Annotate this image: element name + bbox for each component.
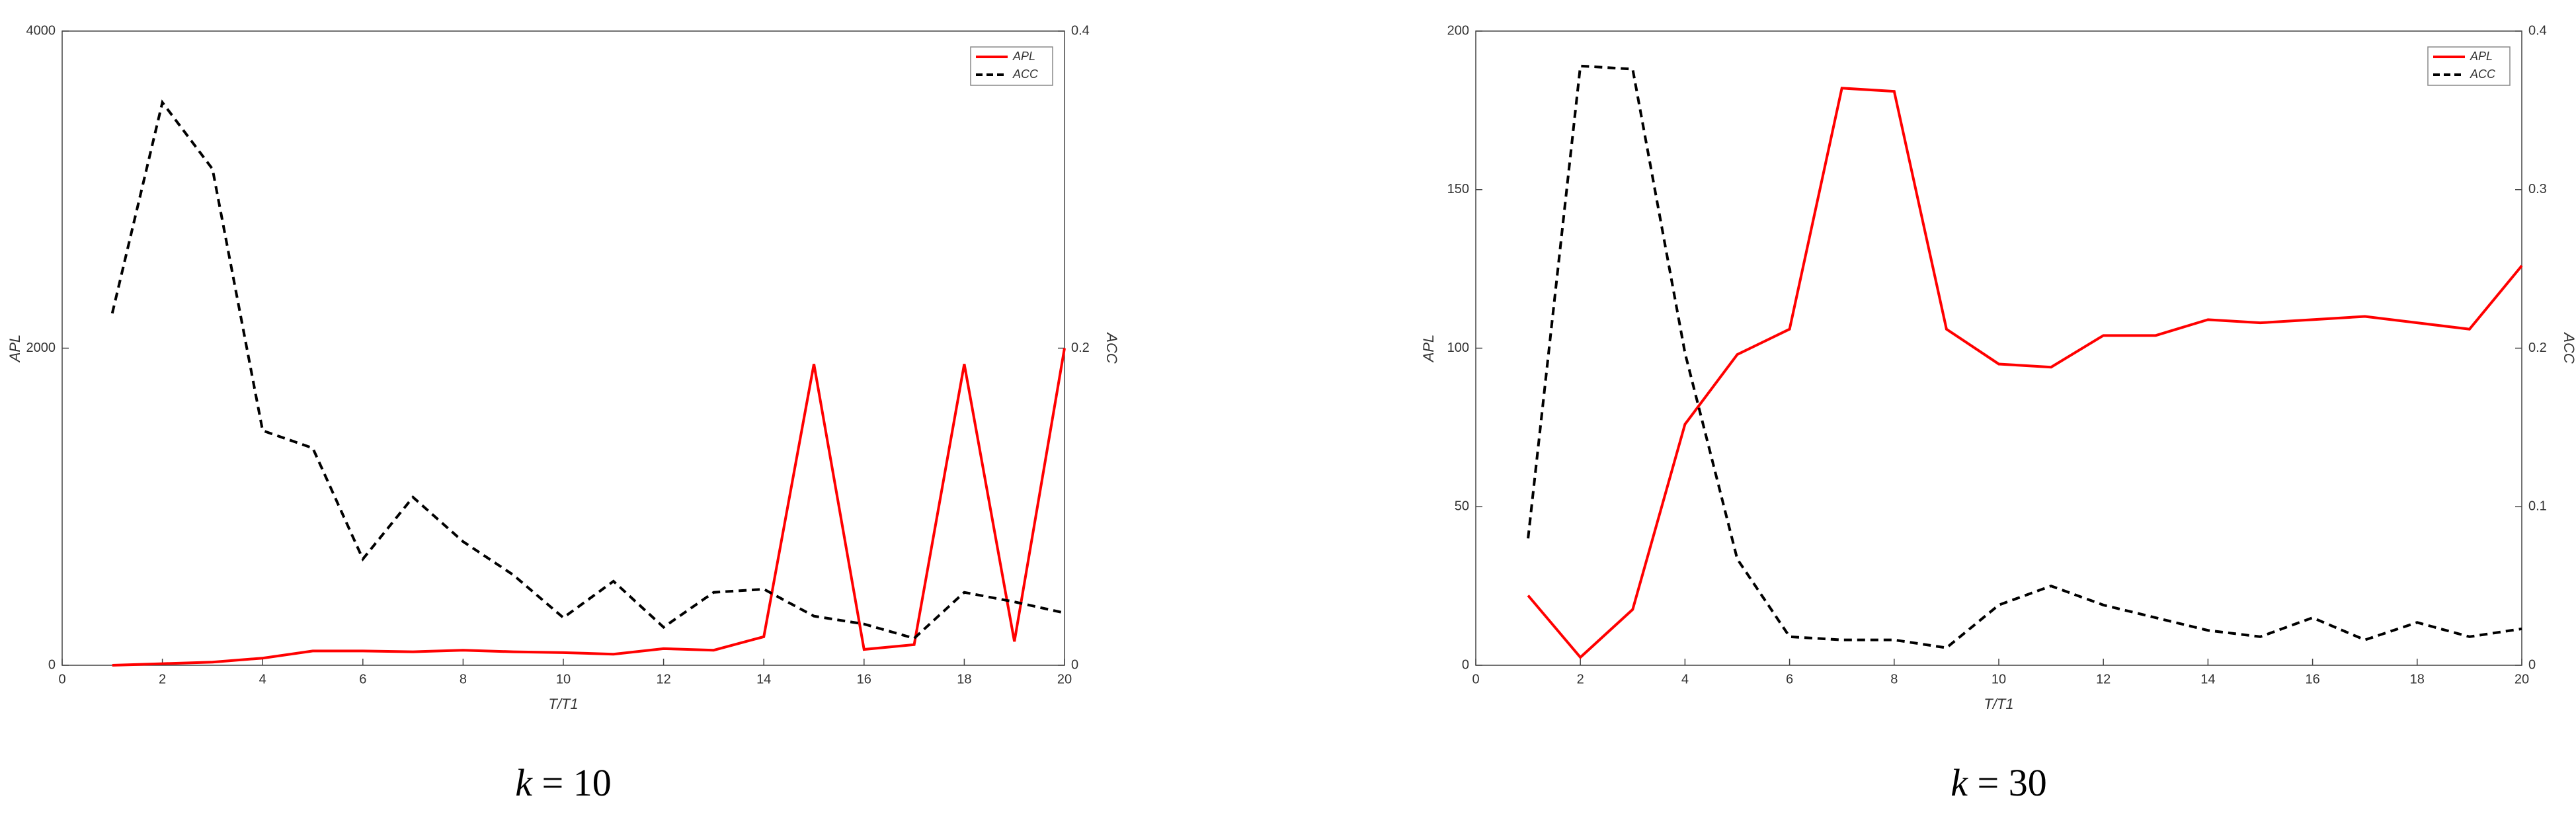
- legend-label: APL: [1012, 50, 1035, 63]
- caption-value: = 10: [542, 761, 612, 804]
- y-tick-label: 4000: [26, 23, 56, 38]
- y-tick-label: 100: [1447, 341, 1469, 355]
- y2-tick-label: 0.2: [2528, 341, 2547, 355]
- x-tick-label: 2: [159, 672, 166, 686]
- caption: k = 30: [1951, 761, 2046, 804]
- y2-tick-label: 0: [1071, 657, 1078, 672]
- x-tick-label: 0: [1472, 672, 1479, 686]
- x-tick-label: 6: [1786, 672, 1793, 686]
- x-tick-label: 10: [1992, 672, 2006, 686]
- y-axis-label: APL: [7, 335, 23, 364]
- x-tick-label: 20: [1057, 672, 1072, 686]
- x-tick-label: 16: [857, 672, 871, 686]
- legend-label: ACC: [2470, 67, 2496, 81]
- data-line: [110, 99, 1065, 640]
- data-line: [1527, 64, 2522, 649]
- legend-label: APL: [2470, 50, 2493, 63]
- y2-tick-label: 0.2: [1071, 341, 1090, 355]
- y2-axis-label: ACC: [1104, 331, 1120, 364]
- y-tick-label: 200: [1447, 23, 1469, 38]
- y2-axis-label: ACC: [2561, 331, 2576, 364]
- y2-tick-label: 0.4: [1071, 23, 1090, 38]
- y2-tick-label: 0.3: [2528, 182, 2547, 196]
- x-tick-label: 6: [359, 672, 366, 686]
- legend-label: ACC: [1012, 67, 1039, 81]
- x-tick-label: 18: [2410, 672, 2425, 686]
- x-tick-label: 2: [1577, 672, 1584, 686]
- x-tick-label: 12: [656, 672, 670, 686]
- x-tick-label: 14: [2200, 672, 2215, 686]
- legend-box: [2427, 46, 2511, 86]
- plot-frame: [61, 30, 1065, 666]
- y-tick-label: 2000: [26, 341, 56, 355]
- x-tick-label: 4: [259, 672, 266, 686]
- caption-variable: k: [1951, 761, 1968, 804]
- data-line: [1527, 87, 2523, 659]
- y2-tick-label: 0.4: [2528, 23, 2547, 38]
- x-tick-label: 12: [2096, 672, 2111, 686]
- x-tick-label: 8: [460, 672, 467, 686]
- caption: k = 10: [515, 761, 611, 804]
- x-axis-label: T/T1: [1984, 696, 2013, 712]
- y-tick-label: 0: [1462, 657, 1469, 672]
- x-tick-label: 10: [556, 672, 571, 686]
- data-line: [112, 348, 1066, 667]
- caption-variable: k: [515, 761, 533, 804]
- x-tick-label: 20: [2515, 672, 2529, 686]
- legend-box: [970, 46, 1053, 86]
- y2-tick-label: 0: [2528, 657, 2536, 672]
- y-axis-label: APL: [1420, 335, 1437, 364]
- x-tick-label: 16: [2305, 672, 2319, 686]
- plot-frame: [1475, 30, 2522, 666]
- x-tick-label: 8: [1890, 672, 1898, 686]
- y-tick-label: 0: [48, 657, 56, 672]
- y2-tick-label: 0.1: [2528, 499, 2547, 514]
- x-tick-label: 0: [58, 672, 65, 686]
- x-axis-label: T/T1: [548, 696, 578, 712]
- caption-value: = 30: [1978, 761, 2047, 804]
- x-tick-label: 14: [756, 672, 771, 686]
- y-tick-label: 150: [1447, 182, 1469, 196]
- y-tick-label: 50: [1455, 499, 1469, 514]
- x-tick-label: 18: [957, 672, 971, 686]
- x-tick-label: 4: [1681, 672, 1689, 686]
